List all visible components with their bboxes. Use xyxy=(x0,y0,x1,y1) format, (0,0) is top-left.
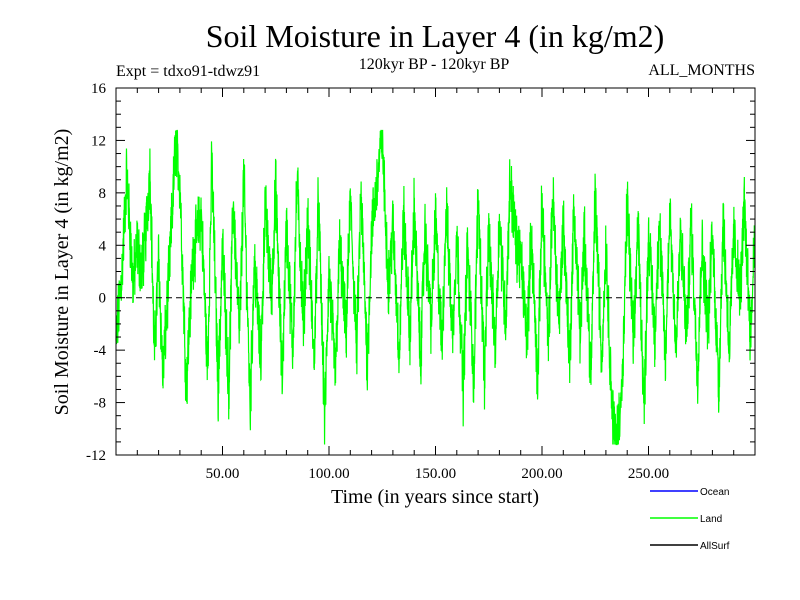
x-tick-label: 100.00 xyxy=(308,466,349,482)
y-tick-label: 16 xyxy=(91,81,107,97)
x-tick-label: 50.00 xyxy=(206,466,240,482)
x-tick-label: 150.00 xyxy=(415,466,456,482)
months-label: ALL_MONTHS xyxy=(648,62,755,79)
legend-label-allsurf: AllSurf xyxy=(700,541,730,552)
y-tick-label: 4 xyxy=(99,238,107,254)
y-tick-label: 0 xyxy=(99,291,107,307)
legend-label-ocean: Ocean xyxy=(700,487,729,498)
legend-label-land: Land xyxy=(700,514,722,525)
plot-area: 50.00 100.00 150.00 200.00 250.00 -12 -8 -4 0 4 8 1… xyxy=(86,81,756,482)
x-tick-label: 200.00 xyxy=(521,466,562,482)
y-tick-label: -8 xyxy=(94,396,107,412)
land-series-line xyxy=(115,129,756,446)
chart-title: Soil Moisture in Layer 4 (in kg/m2) xyxy=(206,18,665,54)
y-tick-label: 8 xyxy=(99,186,107,202)
y-tick-label: -12 xyxy=(86,448,106,464)
x-tick-label: 250.00 xyxy=(628,466,669,482)
y-tick-label: 12 xyxy=(91,133,106,149)
y-axis-label: Soil Moisture in Layer 4 (in kg/m2) xyxy=(51,129,73,416)
legend: Ocean Land AllSurf xyxy=(650,487,730,552)
period-label: 120kyr BP - 120kyr BP xyxy=(359,56,510,73)
experiment-label: Expt = tdxo91-tdwz91 xyxy=(116,63,260,80)
x-axis-label: Time (in years since start) xyxy=(331,486,539,508)
y-tick-label: -4 xyxy=(94,343,107,359)
